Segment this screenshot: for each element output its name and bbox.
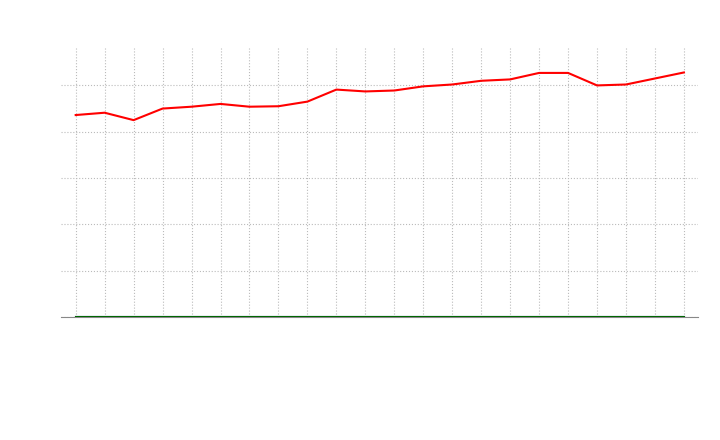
自己資本 (332, 87, 341, 92)
自己資本 (187, 104, 196, 110)
自己資本 (621, 82, 630, 87)
繰延税金資産 (332, 314, 341, 319)
のれん (477, 314, 485, 319)
のれん (593, 314, 601, 319)
のれん (274, 314, 283, 319)
のれん (361, 314, 369, 319)
のれん (390, 314, 399, 319)
のれん (651, 314, 660, 319)
のれん (419, 314, 428, 319)
自己資本 (158, 106, 167, 111)
繰延税金資産 (100, 314, 109, 319)
自己資本 (361, 89, 369, 94)
のれん (680, 314, 688, 319)
繰延税金資産 (564, 314, 572, 319)
のれん (71, 314, 80, 319)
のれん (303, 314, 312, 319)
のれん (332, 314, 341, 319)
繰延税金資産 (535, 314, 544, 319)
繰延税金資産 (303, 314, 312, 319)
繰延税金資産 (477, 314, 485, 319)
のれん (130, 314, 138, 319)
自己資本 (477, 78, 485, 84)
自己資本 (419, 84, 428, 89)
のれん (564, 314, 572, 319)
繰延税金資産 (680, 314, 688, 319)
繰延税金資産 (390, 314, 399, 319)
自己資本 (506, 77, 515, 82)
繰延税金資産 (245, 314, 253, 319)
自己資本 (535, 70, 544, 76)
のれん (448, 314, 456, 319)
自己資本 (390, 88, 399, 93)
繰延税金資産 (71, 314, 80, 319)
繰延税金資産 (274, 314, 283, 319)
自己資本 (130, 117, 138, 123)
自己資本 (216, 101, 225, 106)
繰延税金資産 (419, 314, 428, 319)
のれん (245, 314, 253, 319)
自己資本 (593, 83, 601, 88)
繰延税金資産 (187, 314, 196, 319)
繰延税金資産 (593, 314, 601, 319)
自己資本 (448, 82, 456, 87)
自己資本 (71, 112, 80, 117)
のれん (621, 314, 630, 319)
のれん (216, 314, 225, 319)
のれん (506, 314, 515, 319)
繰延税金資産 (448, 314, 456, 319)
繰延税金資産 (621, 314, 630, 319)
自己資本 (303, 99, 312, 104)
のれん (158, 314, 167, 319)
繰延税金資産 (130, 314, 138, 319)
自己資本 (100, 110, 109, 115)
自己資本 (680, 70, 688, 75)
繰延税金資産 (506, 314, 515, 319)
のれん (535, 314, 544, 319)
繰延税金資産 (651, 314, 660, 319)
自己資本 (245, 104, 253, 110)
自己資本 (274, 103, 283, 109)
自己資本 (651, 76, 660, 81)
繰延税金資産 (361, 314, 369, 319)
のれん (100, 314, 109, 319)
のれん (187, 314, 196, 319)
繰延税金資産 (158, 314, 167, 319)
自己資本 (564, 70, 572, 76)
繰延税金資産 (216, 314, 225, 319)
Line: 自己資本: 自己資本 (76, 73, 684, 120)
